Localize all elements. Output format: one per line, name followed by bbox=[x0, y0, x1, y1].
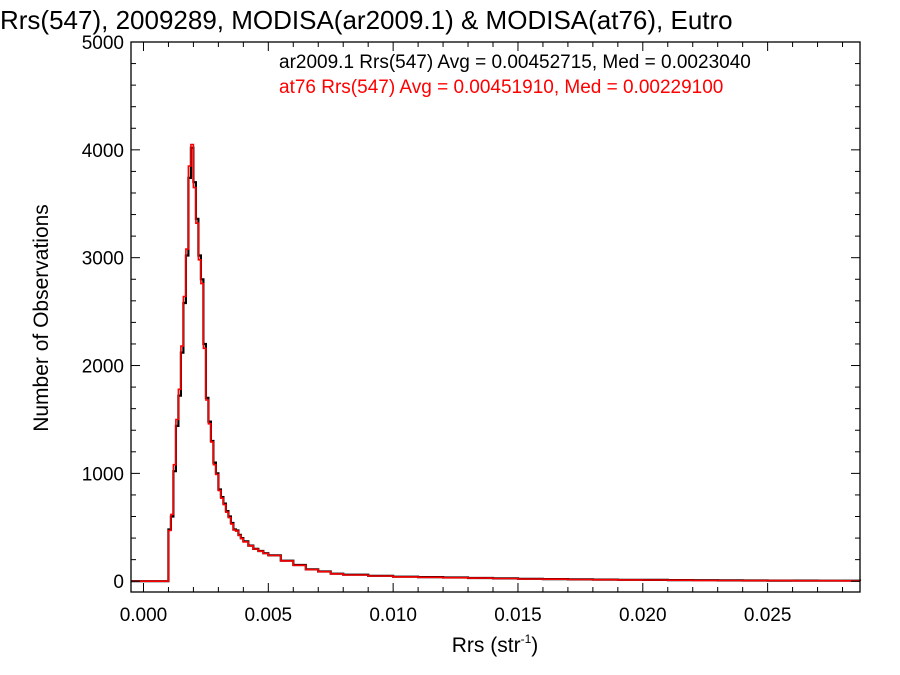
series-layer bbox=[131, 143, 862, 583]
plot-frame bbox=[130, 41, 861, 593]
y-tick-label: 4000 bbox=[82, 141, 124, 162]
chart-title: Rrs(547), 2009289, MODISA(ar2009.1) & MO… bbox=[0, 5, 733, 35]
x-axis-label-superscript: -1 bbox=[521, 632, 532, 646]
x-axis-label-close: ) bbox=[531, 634, 538, 657]
x-tick-label: 0.005 bbox=[245, 605, 293, 626]
x-tick-label: 0.020 bbox=[619, 605, 667, 626]
y-tick-label: 5000 bbox=[82, 33, 124, 54]
x-tick-label: 0.015 bbox=[494, 605, 542, 626]
x-axis-label: Rrs (str-1) bbox=[452, 632, 539, 657]
legend-entry-0: ar2009.1 Rrs(547) Avg = 0.00452715, Med … bbox=[279, 52, 751, 73]
x-axis-label-main: Rrs (str bbox=[452, 634, 521, 657]
y-tick-label: 3000 bbox=[82, 249, 124, 270]
y-axis-label: Number of Observations bbox=[30, 204, 53, 432]
y-tick-label: 0 bbox=[113, 572, 124, 593]
x-tick-label: 0.000 bbox=[120, 605, 168, 626]
series-line-1 bbox=[131, 143, 860, 582]
tick-layer bbox=[131, 41, 860, 592]
x-tick-label: 0.010 bbox=[369, 605, 417, 626]
x-tick-label: 0.025 bbox=[744, 605, 792, 626]
legend-entry-1: at76 Rrs(547) Avg = 0.00451910, Med = 0.… bbox=[279, 77, 723, 98]
y-tick-labels: 0 1000 2000 3000 4000 5000 bbox=[82, 33, 124, 593]
legend: ar2009.1 Rrs(547) Avg = 0.00452715, Med … bbox=[279, 52, 751, 98]
y-tick-label: 1000 bbox=[82, 464, 124, 485]
y-tick-label: 2000 bbox=[82, 357, 124, 378]
x-tick-labels: 0.000 0.005 0.010 0.015 0.020 0.025 bbox=[120, 605, 792, 626]
